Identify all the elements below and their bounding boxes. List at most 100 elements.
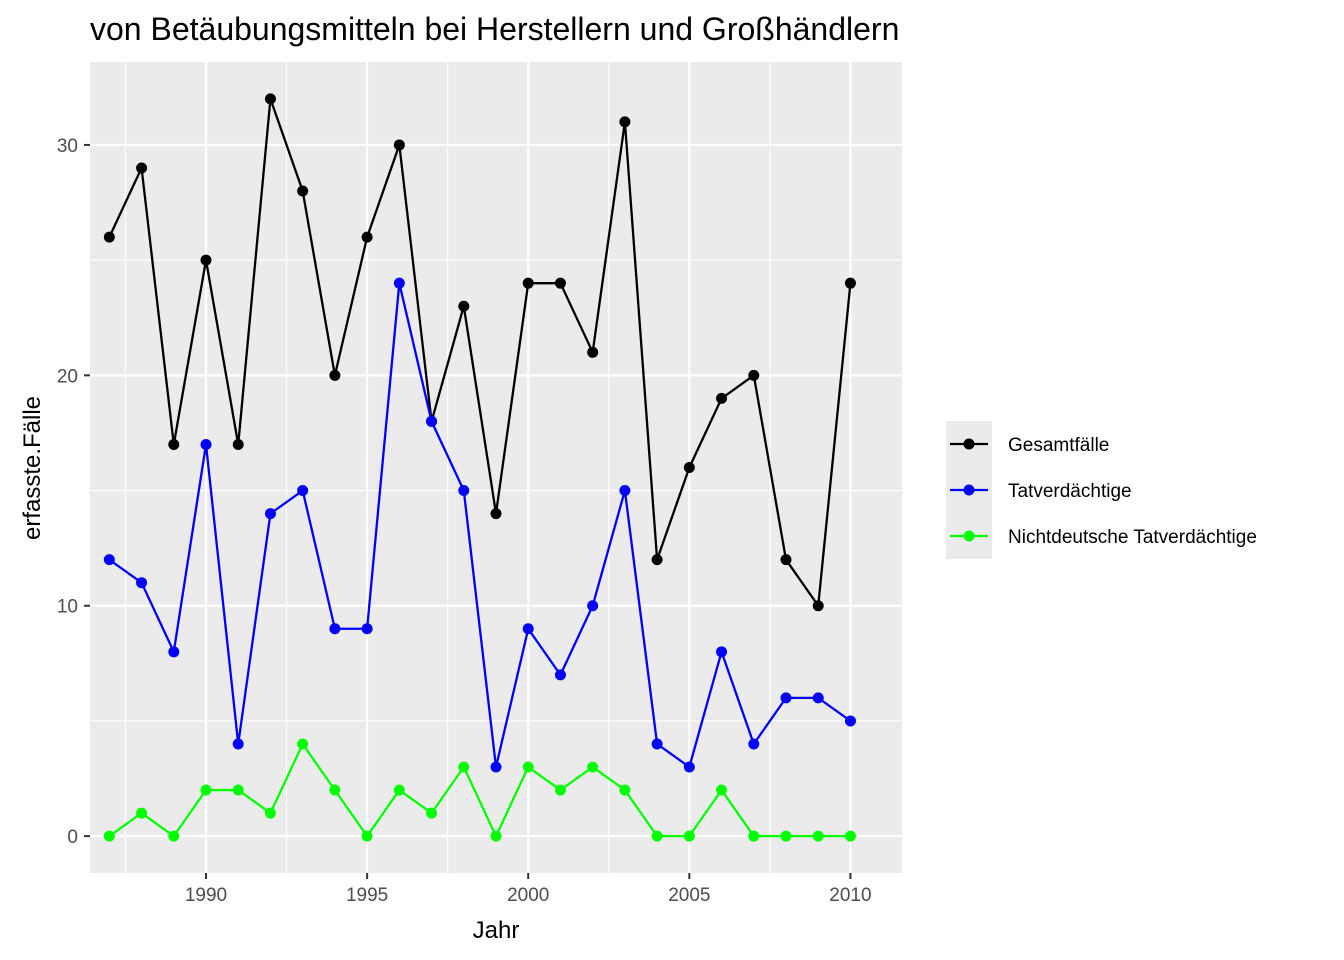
data-point	[748, 830, 760, 842]
legend: Gesamtfälle Tatverdächtige Nichtdeutsche T…	[946, 421, 1257, 559]
data-point	[554, 277, 566, 289]
data-point	[554, 784, 566, 796]
data-point	[168, 646, 180, 658]
legend-item: Tatverdächtige	[950, 481, 1132, 502]
data-point	[264, 807, 276, 819]
data-point	[812, 830, 824, 842]
x-tick-label: 2000	[507, 885, 549, 906]
data-point	[812, 600, 824, 612]
series-line	[108, 97, 852, 607]
data-point	[844, 277, 856, 289]
data-point	[361, 830, 373, 842]
x-tick-label: 2010	[829, 885, 871, 906]
data-point	[651, 738, 663, 750]
data-point	[844, 715, 856, 727]
x-tick-label: 2005	[668, 885, 710, 906]
data-point	[522, 761, 534, 773]
series-1	[103, 277, 856, 773]
data-point	[683, 830, 695, 842]
x-tick-label: 1995	[346, 885, 388, 906]
data-point	[683, 462, 695, 473]
data-point	[264, 93, 276, 105]
data-point	[297, 185, 309, 197]
data-point	[619, 485, 631, 497]
data-point	[136, 162, 148, 174]
data-point	[780, 554, 792, 566]
data-point	[393, 139, 405, 151]
data-point	[716, 392, 728, 404]
data-point	[651, 554, 663, 566]
data-point	[587, 761, 599, 773]
data-point	[716, 646, 728, 658]
data-point	[232, 438, 244, 450]
data-point	[103, 231, 115, 243]
data-point	[587, 346, 599, 358]
legend-label: Gesamtfälle	[1008, 435, 1109, 456]
data-point	[522, 277, 534, 289]
legend-key-point	[963, 438, 975, 450]
legend-item: Gesamtfälle	[950, 435, 1109, 456]
data-point	[136, 577, 148, 589]
series-layer	[103, 93, 856, 842]
legend-label: Nichtdeutsche Tatverdächtige	[1008, 527, 1257, 548]
data-point	[200, 784, 212, 796]
data-point	[393, 277, 405, 289]
plot-panel	[90, 62, 902, 873]
data-point	[619, 784, 631, 796]
x-tick-label: 1990	[185, 885, 227, 906]
legend-key-point	[963, 530, 975, 542]
data-point	[426, 415, 438, 427]
data-point	[587, 600, 599, 612]
data-point	[748, 738, 760, 750]
data-point	[748, 369, 760, 381]
data-point	[361, 623, 373, 635]
data-point	[168, 438, 180, 450]
legend-item: Nichtdeutsche Tatverdächtige	[950, 527, 1257, 548]
y-tick-label: 10	[57, 597, 78, 618]
data-point	[361, 231, 373, 243]
data-point	[329, 623, 341, 635]
y-tick-label: 0	[67, 827, 78, 848]
legend-label: Tatverdächtige	[1008, 481, 1132, 502]
data-point	[716, 784, 728, 796]
data-point	[200, 438, 212, 450]
data-point	[329, 369, 341, 381]
data-point	[329, 784, 341, 796]
data-point	[490, 761, 502, 773]
series-2	[103, 738, 856, 842]
data-point	[232, 784, 244, 796]
tick-labels: 1990 1995 2000 2005 2010 0 10 20 30	[57, 136, 872, 906]
data-point	[844, 830, 856, 842]
data-point	[490, 830, 502, 842]
data-point	[393, 784, 405, 796]
data-point	[651, 830, 663, 842]
chart-title: von Betäubungsmitteln bei Herstellern un…	[90, 11, 899, 47]
data-point	[490, 508, 502, 520]
data-point	[458, 300, 470, 312]
data-point	[458, 761, 470, 773]
data-point	[103, 830, 115, 842]
data-point	[458, 485, 470, 497]
data-point	[297, 485, 309, 497]
x-axis-title: Jahr	[473, 917, 520, 944]
data-point	[426, 807, 438, 819]
data-point	[264, 508, 276, 520]
data-point	[554, 669, 566, 681]
data-point	[200, 254, 212, 266]
data-point	[619, 116, 631, 128]
data-point	[812, 692, 824, 704]
data-point	[136, 807, 148, 819]
data-point	[168, 830, 180, 842]
y-tick-label: 30	[57, 136, 78, 157]
data-point	[103, 554, 115, 566]
axis-ticks	[84, 143, 852, 879]
y-axis-title: erfasste.Fälle	[19, 396, 46, 540]
data-point	[297, 738, 309, 750]
series-line	[108, 282, 852, 769]
y-tick-label: 20	[57, 366, 78, 387]
data-point	[232, 738, 244, 750]
data-point	[780, 692, 792, 704]
data-point	[780, 830, 792, 842]
data-point	[683, 761, 695, 773]
